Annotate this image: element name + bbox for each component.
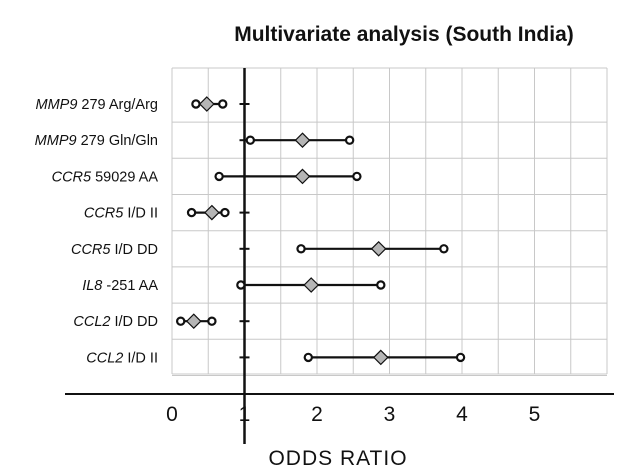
ci-upper-point bbox=[207, 316, 217, 326]
odds-ratio-marker bbox=[294, 168, 311, 185]
row-label-variant: I/D DD bbox=[110, 314, 158, 330]
ci-upper-point bbox=[220, 207, 230, 218]
odds-ratio-marker bbox=[294, 132, 311, 149]
row-label-gene: CCL2 bbox=[73, 314, 110, 330]
x-tick-label: 5 bbox=[529, 403, 541, 426]
forest-row: CCR5 I/D II bbox=[84, 204, 250, 222]
x-tick-label: 3 bbox=[384, 403, 396, 426]
ci-upper-point bbox=[352, 171, 362, 182]
ci-upper-point bbox=[455, 352, 466, 363]
ci-lower-point bbox=[296, 244, 306, 254]
forest-row: MMP9 279 Arg/Arg bbox=[35, 96, 250, 113]
row-label: CCR5 59029 AA bbox=[52, 169, 159, 185]
row-label: CCL2 I/D II bbox=[86, 350, 158, 366]
ci-lower-point bbox=[186, 207, 197, 218]
row-label-gene: CCR5 bbox=[52, 169, 92, 185]
forest-row: CCR5 I/D DD bbox=[71, 240, 449, 258]
ci-upper-point bbox=[439, 244, 449, 254]
odds-ratio-marker bbox=[303, 277, 320, 293]
forest-row: CCR5 59029 AA bbox=[52, 168, 362, 185]
ci-lower-point bbox=[175, 316, 186, 326]
row-label: IL8 -251 AA bbox=[82, 278, 158, 294]
ci-lower-point bbox=[214, 171, 224, 182]
ci-lower-point bbox=[245, 135, 255, 145]
x-tick-labels: 0 1 2 3 4 5 bbox=[166, 403, 540, 426]
x-axis-label: ODDS RATIO bbox=[268, 447, 407, 467]
row-label: MMP9 279 Gln/Gln bbox=[35, 133, 158, 149]
row-label: CCL2 I/D DD bbox=[73, 314, 158, 330]
x-tick-label: 0 bbox=[166, 403, 178, 426]
ci-upper-point bbox=[344, 135, 355, 145]
row-label: MMP9 279 Arg/Arg bbox=[35, 97, 158, 113]
row-label-variant: -251 AA bbox=[102, 278, 158, 294]
odds-ratio-marker bbox=[204, 204, 220, 221]
grid bbox=[171, 67, 608, 376]
row-label-gene: IL8 bbox=[82, 278, 102, 294]
odds-ratio-marker bbox=[370, 240, 387, 257]
row-label-variant: I/D DD bbox=[110, 242, 158, 258]
ci-lower-point bbox=[236, 280, 246, 290]
odds-ratio-marker bbox=[185, 313, 202, 330]
x-tick-label: 1 bbox=[239, 403, 251, 426]
row-label-variant: 279 Gln/Gln bbox=[77, 133, 158, 149]
x-tick-label: 4 bbox=[456, 403, 468, 426]
row-label: CCR5 I/D DD bbox=[71, 242, 158, 258]
ci-lower-point bbox=[191, 99, 201, 109]
odds-ratio-marker bbox=[372, 349, 389, 366]
chart-title: Multivariate analysis (South India) bbox=[234, 23, 574, 46]
row-label-gene: CCR5 bbox=[71, 242, 111, 258]
forest-row: CCL2 I/D II bbox=[86, 349, 466, 366]
forest-row: CCL2 I/D DD bbox=[73, 313, 250, 330]
ci-upper-point bbox=[376, 280, 386, 290]
row-label-gene: CCL2 bbox=[86, 350, 123, 366]
row-label: CCR5 I/D II bbox=[84, 206, 158, 222]
odds-ratio-marker bbox=[198, 96, 215, 112]
ci-upper-point bbox=[218, 99, 228, 109]
row-label-variant: I/D II bbox=[123, 350, 158, 366]
forest-row: MMP9 279 Gln/Gln bbox=[35, 132, 355, 149]
row-label-variant: I/D II bbox=[123, 206, 158, 222]
row-label-variant: 279 Arg/Arg bbox=[77, 97, 158, 113]
row-label-gene: MMP9 bbox=[35, 97, 77, 113]
ci-lower-point bbox=[303, 352, 313, 363]
row-label-gene: CCR5 bbox=[84, 206, 124, 222]
x-tick-label: 2 bbox=[311, 403, 323, 426]
forest-row: IL8 -251 AA bbox=[82, 277, 386, 294]
row-label-gene: MMP9 bbox=[35, 133, 77, 149]
row-label-variant: 59029 AA bbox=[91, 169, 158, 185]
